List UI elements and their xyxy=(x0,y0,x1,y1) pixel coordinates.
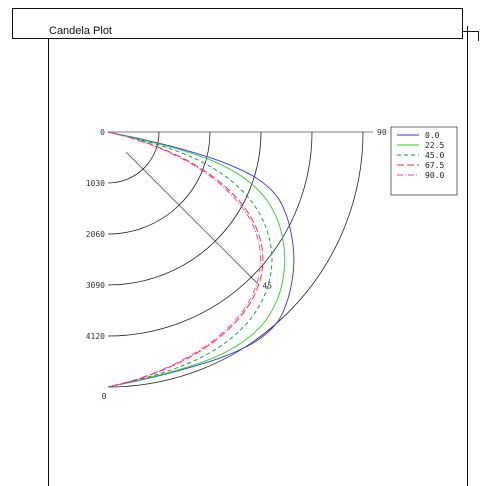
title-bar-shadow-edge xyxy=(478,31,479,41)
radial-tick-label: 4120 xyxy=(86,332,105,341)
series-line xyxy=(107,131,262,388)
window-title: Candela Plot xyxy=(49,25,112,37)
grid-arc xyxy=(107,131,313,337)
chart-panel xyxy=(48,26,468,486)
angle-label-0: 0 xyxy=(102,392,107,401)
title-bar-shadow xyxy=(463,31,479,32)
legend-entry: 90.0 xyxy=(425,171,444,180)
legend-entry: 45.0 xyxy=(425,151,444,160)
axis-labels: 0 1030 2060 3090 4120 0 90 45 xyxy=(86,128,387,401)
legend-entry: 22.5 xyxy=(425,141,444,150)
radial-tick-label: 0 xyxy=(100,128,105,137)
radial-tick-label: 2060 xyxy=(86,230,105,239)
legend: 0.022.545.067.590.0 xyxy=(390,126,458,196)
series-line xyxy=(107,131,273,388)
grid-arc xyxy=(107,131,160,184)
series-line xyxy=(107,131,295,388)
grid-arc xyxy=(107,131,211,235)
window-title-bar xyxy=(12,8,463,39)
axis-line-45 xyxy=(125,151,259,285)
legend-entry: 67.5 xyxy=(425,161,444,170)
grid-arc xyxy=(107,131,364,388)
angle-label-45: 45 xyxy=(262,281,272,290)
candela-plot: 0 1030 2060 3090 4120 0 90 45 0.022.545.067.590… xyxy=(86,126,458,401)
legend-entry: 0.0 xyxy=(425,131,440,140)
angle-label-90: 90 xyxy=(377,128,387,137)
grid-arc xyxy=(107,131,262,286)
series-curves xyxy=(107,131,295,388)
polar-grid xyxy=(107,131,373,388)
legend-box xyxy=(390,126,458,196)
series-line xyxy=(107,131,264,388)
radial-tick-label: 1030 xyxy=(86,179,105,188)
series-line xyxy=(107,131,286,388)
radial-tick-label: 3090 xyxy=(86,281,105,290)
